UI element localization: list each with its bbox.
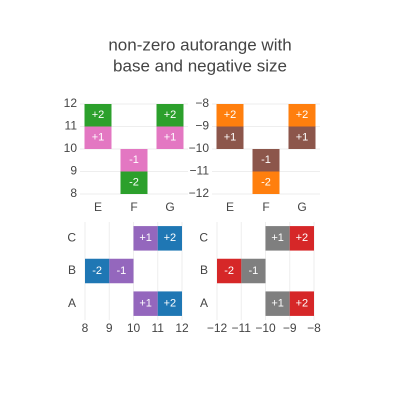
data-label: +1 <box>92 132 105 144</box>
x-tick-label: 11 <box>152 321 165 335</box>
bar <box>288 104 316 127</box>
data-label: +2 <box>296 109 309 121</box>
bar <box>241 258 266 284</box>
plot-area <box>85 226 182 316</box>
y-tick-label: C <box>67 231 76 245</box>
y-tick-label: −10 <box>189 141 210 155</box>
plot-area <box>216 104 316 194</box>
data-label: -2 <box>261 177 271 189</box>
x-tick-label: −12 <box>207 321 228 335</box>
y-tick-label: 10 <box>64 141 78 155</box>
x-tick-label: 9 <box>106 321 113 335</box>
data-label: +1 <box>164 132 177 144</box>
data-label: +1 <box>139 232 152 244</box>
chart-title: base and negative size <box>113 56 287 75</box>
x-tick-label: −11 <box>232 321 252 335</box>
data-label: +2 <box>92 109 105 121</box>
bar <box>120 149 148 172</box>
chart-title: non-zero autorange with <box>108 35 291 54</box>
x-tick-label: G <box>165 200 174 214</box>
bar <box>157 291 182 316</box>
bar <box>265 291 290 316</box>
data-label: +1 <box>271 232 284 244</box>
bar <box>85 258 110 284</box>
data-label: -2 <box>92 265 102 277</box>
x-tick-label: G <box>297 200 306 214</box>
y-tick-label: A <box>200 296 208 310</box>
bar <box>252 149 280 172</box>
plot-area <box>217 226 314 316</box>
y-tick-label: A <box>68 296 76 310</box>
y-tick-label: 8 <box>70 186 77 200</box>
data-label: -1 <box>261 154 271 166</box>
bar <box>156 104 184 127</box>
x-tick-label: −10 <box>255 321 276 335</box>
y-tick-label: −9 <box>195 119 209 133</box>
data-label: -2 <box>129 177 139 189</box>
bar <box>84 104 112 127</box>
data-label: +1 <box>139 298 152 310</box>
x-tick-label: E <box>226 200 234 214</box>
bar <box>217 258 242 284</box>
data-label: +1 <box>224 132 237 144</box>
bar <box>120 171 148 194</box>
bar <box>156 126 184 149</box>
bar <box>252 171 280 194</box>
y-tick-label: −8 <box>195 96 209 110</box>
bar <box>84 126 112 149</box>
data-label: +2 <box>164 298 177 310</box>
y-tick-label: 9 <box>70 164 77 178</box>
data-label: +2 <box>296 232 309 244</box>
data-label: +1 <box>296 132 309 144</box>
x-tick-label: 10 <box>127 321 141 335</box>
y-tick-label: 11 <box>65 119 78 133</box>
data-label: +2 <box>164 109 177 121</box>
data-label: -2 <box>224 265 234 277</box>
bar <box>133 291 158 316</box>
x-tick-label: 12 <box>175 321 189 335</box>
y-tick-label: B <box>200 263 208 277</box>
data-label: -1 <box>116 265 126 277</box>
y-tick-label: −11 <box>190 164 210 178</box>
bar <box>289 226 314 251</box>
data-label: +2 <box>164 232 177 244</box>
bar <box>289 291 314 316</box>
data-label: +1 <box>271 298 284 310</box>
data-label: -1 <box>248 265 258 277</box>
plot-area <box>84 104 184 194</box>
bar <box>288 126 316 149</box>
x-tick-label: F <box>262 200 269 214</box>
y-tick-label: −12 <box>189 186 210 200</box>
y-tick-label: B <box>68 263 76 277</box>
x-tick-label: E <box>94 200 102 214</box>
y-tick-label: 12 <box>64 96 78 110</box>
x-tick-label: −9 <box>283 321 297 335</box>
bar <box>109 258 134 284</box>
x-tick-label: F <box>130 200 137 214</box>
bar <box>216 104 244 127</box>
x-tick-label: 8 <box>82 321 89 335</box>
data-label: +2 <box>296 298 309 310</box>
data-label: +2 <box>224 109 237 121</box>
x-tick-label: −8 <box>307 321 321 335</box>
data-label: -1 <box>129 154 139 166</box>
bar <box>133 226 158 251</box>
bar <box>157 226 182 251</box>
bar <box>265 226 290 251</box>
y-tick-label: C <box>199 231 208 245</box>
bar <box>216 126 244 149</box>
